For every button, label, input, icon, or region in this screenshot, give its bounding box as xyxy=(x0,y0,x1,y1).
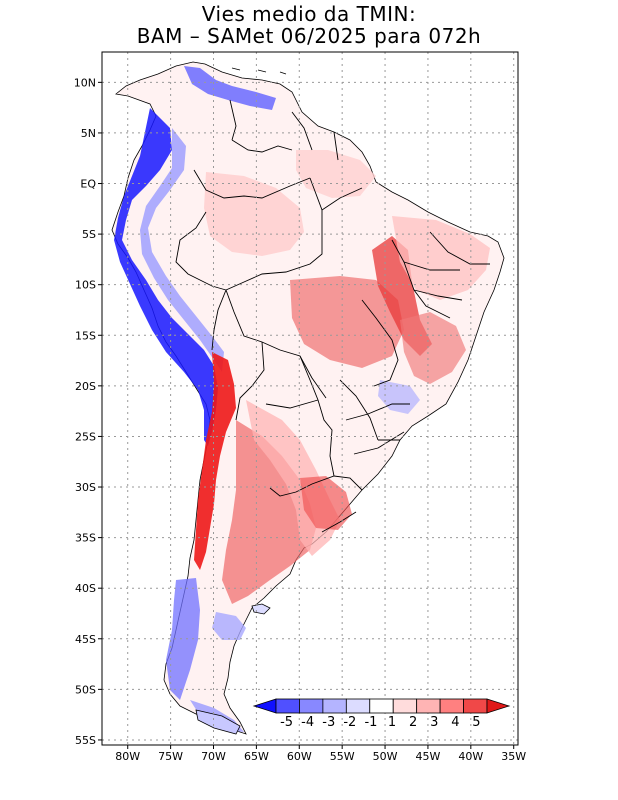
lat-tick-label: 30S xyxy=(75,481,96,494)
bias-red-brazil-southeast xyxy=(400,312,466,384)
bias-pink-amazon xyxy=(204,172,304,256)
map-grid xyxy=(102,52,518,745)
lat-tick-label: 10S xyxy=(75,279,96,292)
lat-tick-label: 35S xyxy=(75,532,96,545)
lat-tick-label: 5S xyxy=(82,228,96,241)
colorbar-label: -1 xyxy=(364,715,377,730)
bias-lightblue-andes xyxy=(140,128,224,372)
lat-tick-label: 40S xyxy=(75,582,96,595)
colorbar-box xyxy=(299,698,324,714)
lat-tick-label: 5N xyxy=(81,127,96,140)
map-frame xyxy=(101,51,519,746)
lon-tick-label: 35W xyxy=(501,750,526,763)
map-title-line1: Vies medio da TMIN: xyxy=(201,2,417,26)
lon-tick-label: 75W xyxy=(158,750,183,763)
lat-tick-label: 50S xyxy=(75,683,96,696)
lon-tick-label: 70W xyxy=(201,750,226,763)
colorbar-box xyxy=(392,698,418,714)
colorbar-label: -2 xyxy=(343,715,356,730)
bias-pink-guianas xyxy=(296,150,376,198)
lon-tick-label: 60W xyxy=(287,750,312,763)
lon-tick-label: 65W xyxy=(244,750,269,763)
lat-tick-label: 20S xyxy=(75,380,96,393)
colorbar: -5 -4 -3 -2 -1 1 2 3 4 5 xyxy=(252,698,511,730)
lat-tick-label: 45S xyxy=(75,633,96,646)
colorbar-box xyxy=(463,698,488,714)
colorbar-box xyxy=(275,698,300,714)
bias-blue-patagonia xyxy=(166,578,200,700)
colorbar-label: 5 xyxy=(472,715,480,730)
latitude-ticks: 10N 5N EQ 5S 10S 15S 20S 25S 30S 35S 40S 45S 50S 55S xyxy=(74,76,102,747)
colorbar-label: 1 xyxy=(388,715,396,730)
bias-red-southbrazil xyxy=(300,476,352,530)
bias-red-chile-strip xyxy=(194,352,236,570)
colorbar-box xyxy=(369,698,394,714)
caribbean-islands xyxy=(231,67,287,75)
colorbar-box xyxy=(345,698,371,714)
bias-pink-northeast xyxy=(392,216,490,300)
colorbar-label: -3 xyxy=(322,715,335,730)
map-area xyxy=(111,61,505,735)
colorbar-arrow-high xyxy=(486,698,511,714)
lat-tick-label: 15S xyxy=(75,329,96,342)
bias-red-brazil-central xyxy=(290,276,404,368)
lon-tick-label: 80W xyxy=(115,750,140,763)
longitude-ticks: 80W 75W 70W 65W 60W 55W 50W 45W 40W 35W xyxy=(115,745,526,763)
lon-tick-label: 45W xyxy=(416,750,441,763)
lat-tick-label: 10N xyxy=(74,76,96,89)
colorbar-label: 3 xyxy=(430,715,438,730)
colorbar-box xyxy=(439,698,464,714)
colorbar-label: -5 xyxy=(280,715,293,730)
colorbar-label: 2 xyxy=(409,715,417,730)
map-title-line2: BAM – SAMet 06/2025 para 072h xyxy=(136,24,482,48)
lat-tick-label: 55S xyxy=(75,734,96,747)
bias-blue-argentina-coast xyxy=(212,612,246,640)
colorbar-box xyxy=(416,698,441,714)
bias-red-argentina xyxy=(222,420,316,604)
lat-tick-label: EQ xyxy=(80,178,96,191)
lon-tick-label: 50W xyxy=(373,750,398,763)
country-borders xyxy=(175,99,490,533)
lat-tick-label: 25S xyxy=(75,430,96,443)
colorbar-label: 4 xyxy=(451,715,459,730)
lon-tick-label: 40W xyxy=(458,750,483,763)
colorbar-box xyxy=(322,698,347,714)
bias-blue-andes xyxy=(114,108,218,446)
colorbar-label: -4 xyxy=(301,715,314,730)
lon-tick-label: 55W xyxy=(330,750,355,763)
tierra-del-fuego xyxy=(195,709,241,735)
bias-blue-venezuela xyxy=(184,66,276,110)
